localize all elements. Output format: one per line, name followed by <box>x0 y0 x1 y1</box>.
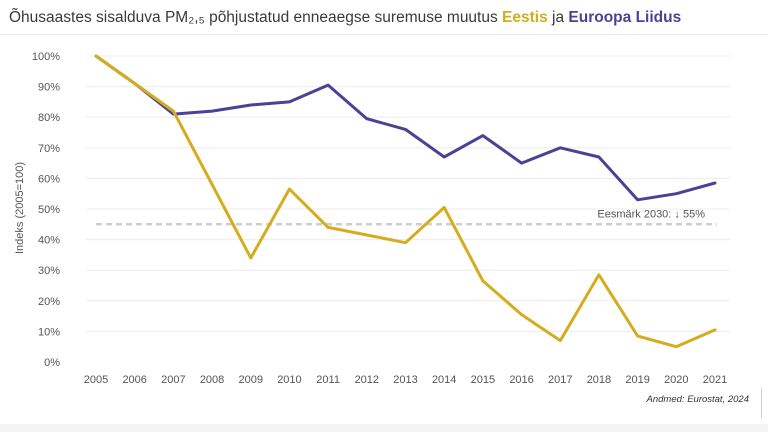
y-tick-label: 60% <box>38 173 60 185</box>
series-line-eu <box>94 54 717 202</box>
y-tick-label: 20% <box>38 296 60 308</box>
x-tick-label: 2006 <box>122 374 146 386</box>
x-tick-label: 2014 <box>432 374 456 386</box>
x-tick-label: 2010 <box>277 374 301 386</box>
x-tick-label: 2007 <box>161 374 185 386</box>
source-note: Andmed: Eurostat, 2024 <box>646 394 749 405</box>
y-tick-label: 50% <box>38 204 60 216</box>
y-tick-label: 90% <box>38 82 60 94</box>
x-tick-label: 2017 <box>548 374 572 386</box>
bottom-toolbar <box>0 424 768 432</box>
y-tick-label: 10% <box>38 326 60 338</box>
x-tick-label: 2012 <box>355 374 379 386</box>
series-line-estonia <box>94 54 717 349</box>
x-tick-label: 2019 <box>625 374 649 386</box>
y-tick-label: 0% <box>44 357 60 369</box>
y-tick-label: 80% <box>38 112 60 124</box>
y-tick-label: 100% <box>32 51 60 63</box>
x-tick-label: 2016 <box>509 374 533 386</box>
x-tick-label: 2008 <box>200 374 224 386</box>
y-axis-label: Indeks (2005=100) <box>14 162 26 254</box>
title-divider <box>0 34 768 35</box>
x-tick-label: 2015 <box>471 374 495 386</box>
target-label: Eesmärk 2030: ↓ 55% <box>597 208 705 220</box>
title-joiner: ja <box>547 9 569 26</box>
panel-edge <box>761 388 768 418</box>
title-series-estonia: Eestis <box>502 9 548 26</box>
x-tick-label: 2011 <box>316 374 340 386</box>
y-tick-label: 30% <box>38 265 60 277</box>
chart-title: Õhusaastes sisalduva PM₂,₅ põhjustatud e… <box>9 9 681 27</box>
x-tick-label: 2020 <box>664 374 688 386</box>
x-tick-label: 2018 <box>587 374 611 386</box>
title-series-eu: Euroopa Liidus <box>568 9 682 26</box>
x-tick-label: 2021 <box>703 374 727 386</box>
x-tick-label: 2009 <box>239 374 263 386</box>
title-prefix: Õhusaastes sisalduva PM₂,₅ põhjustatud e… <box>9 9 503 26</box>
y-tick-label: 70% <box>38 143 60 155</box>
x-tick-label: 2005 <box>84 374 108 386</box>
x-tick-label: 2013 <box>393 374 417 386</box>
y-tick-label: 40% <box>38 235 60 247</box>
